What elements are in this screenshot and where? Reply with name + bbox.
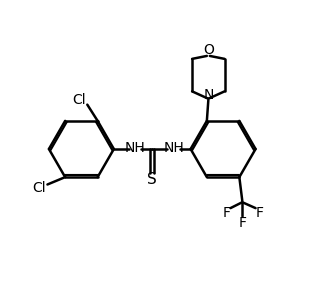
Text: F: F: [238, 215, 246, 229]
Text: S: S: [147, 173, 157, 187]
Text: Cl: Cl: [33, 181, 46, 195]
Text: O: O: [203, 43, 214, 57]
Text: Cl: Cl: [72, 93, 86, 107]
Text: F: F: [256, 206, 264, 220]
Text: NH: NH: [125, 142, 146, 156]
Text: F: F: [223, 206, 231, 220]
Text: NH: NH: [163, 142, 184, 156]
Text: N: N: [203, 88, 213, 102]
